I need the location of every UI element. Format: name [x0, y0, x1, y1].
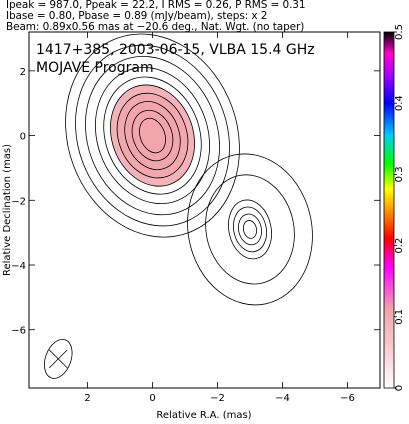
colorbar-tick-label: 0.3	[394, 166, 405, 182]
core-contour	[103, 76, 202, 195]
colorbar-tick-label: 0.2	[394, 238, 405, 254]
y-axis-label: Relative Declination (mas)	[2, 144, 13, 276]
colorbar-tick-label: 0.5	[394, 24, 405, 40]
x-tick-label: −4	[275, 393, 290, 404]
beam-cross	[48, 349, 68, 369]
colorbar-tick-label: 0.4	[394, 95, 405, 111]
x-tick-label: 2	[84, 393, 90, 404]
jet-contour	[233, 206, 267, 253]
x-tick-label: −2	[210, 393, 225, 404]
colorbar-tick-label: 0	[394, 385, 405, 391]
map-subtitle: MOJAVE Program	[36, 60, 154, 76]
colorbar-tick-label: 0.1	[394, 309, 405, 325]
header-line-beam: Beam: 0.89x0.56 mas at −20.6 deg., Nat. …	[6, 21, 305, 33]
map-title: 1417+385, 2003-06-15, VLBA 15.4 GHz	[36, 42, 315, 58]
contour-layer	[44, 33, 313, 379]
y-tick-label: −2	[11, 196, 26, 207]
core-contour	[94, 67, 211, 205]
y-tick-label: −4	[11, 261, 26, 272]
x-tick-label: 0	[149, 393, 155, 404]
colorbar	[383, 31, 395, 389]
jet-contour	[238, 213, 262, 246]
header-line-base: Ibase = 0.80, Pbase = 0.89 (mJy/beam), s…	[6, 10, 268, 22]
jet-contour	[187, 153, 313, 306]
x-tick-label: −6	[340, 393, 355, 404]
core-contour	[75, 44, 230, 227]
x-axis-label: Relative R.A. (mas)	[156, 410, 251, 421]
core-contour	[138, 117, 167, 154]
jet-contour	[205, 174, 295, 285]
jet-contour	[242, 220, 258, 239]
core-contour	[85, 55, 220, 216]
colorbar-ticks: 0 0.1 0.2 0.3 0.4 0.5	[394, 24, 405, 391]
y-tick-label: −6	[11, 326, 26, 337]
header-line-peaks: Ipeak = 987.0, Ppeak = 22.2, I RMS = 0.2…	[6, 0, 306, 11]
beam-ellipse	[44, 339, 73, 379]
axis-ticks: 2 0 −2 −4 −6 2 0 −2 −4 −6	[11, 32, 380, 404]
y-tick-label: 2	[20, 67, 26, 78]
y-tick-label: 0	[20, 132, 26, 143]
jet-contour	[228, 199, 272, 260]
